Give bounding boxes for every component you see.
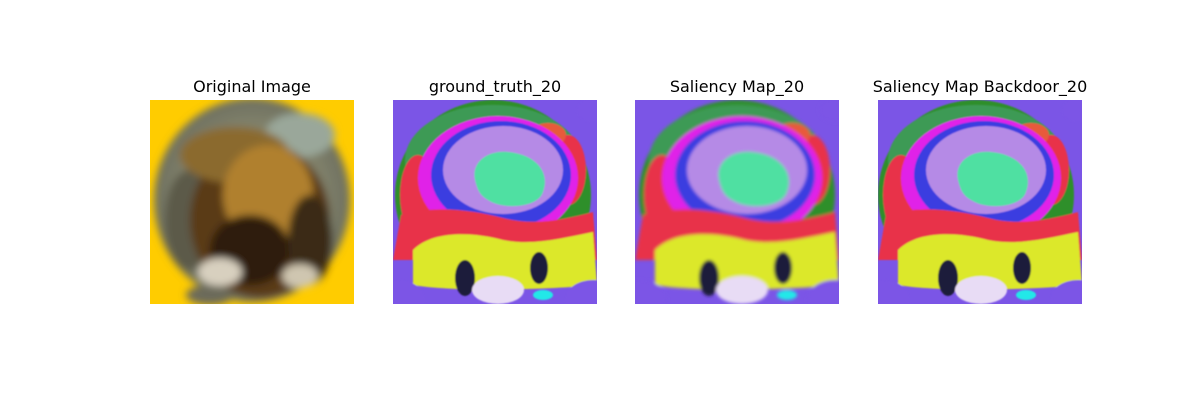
region-white-bottom <box>716 276 768 304</box>
region-corner-purple <box>577 100 597 122</box>
region-mint-center <box>718 151 789 207</box>
region-mint-center <box>474 151 545 207</box>
panel-title: Original Image <box>193 77 311 96</box>
map-regions <box>393 100 597 304</box>
region-dark-right <box>1013 252 1031 284</box>
region-corner-purple-bl <box>635 280 667 304</box>
region-corner-purple-bl <box>393 280 425 304</box>
region-corner-purple-br <box>565 280 597 304</box>
map-regions <box>878 100 1082 304</box>
panel-title: Saliency Map Backdoor_20 <box>872 77 1088 96</box>
region-white-bottom <box>955 276 1007 304</box>
panel-title: ground_truth_20 <box>428 77 562 96</box>
region-corner-purple-bl <box>878 280 910 304</box>
original-image <box>150 100 354 304</box>
panel-title: Saliency Map_20 <box>669 77 805 96</box>
region-corner-purple-br <box>1050 280 1082 304</box>
region-dark-left <box>455 260 475 296</box>
region-mint-center <box>957 151 1028 207</box>
region-cyan-bottom <box>533 290 553 300</box>
region-dark-right <box>774 252 792 284</box>
region-white-bottom <box>472 276 524 304</box>
region-dark-right <box>530 252 548 284</box>
saliency-map-backdoor <box>878 100 1082 304</box>
region-cyan-bottom <box>777 290 797 300</box>
region-cyan-bottom <box>1016 290 1036 300</box>
saliency-map <box>635 100 839 304</box>
region-corner-purple <box>819 100 839 122</box>
map-regions <box>635 100 839 304</box>
region-dark-left <box>938 260 958 296</box>
ground-truth-map <box>393 100 597 304</box>
region-corner-purple <box>1062 100 1082 122</box>
region-corner-purple-br <box>807 280 839 304</box>
region-dark-left <box>699 260 719 296</box>
